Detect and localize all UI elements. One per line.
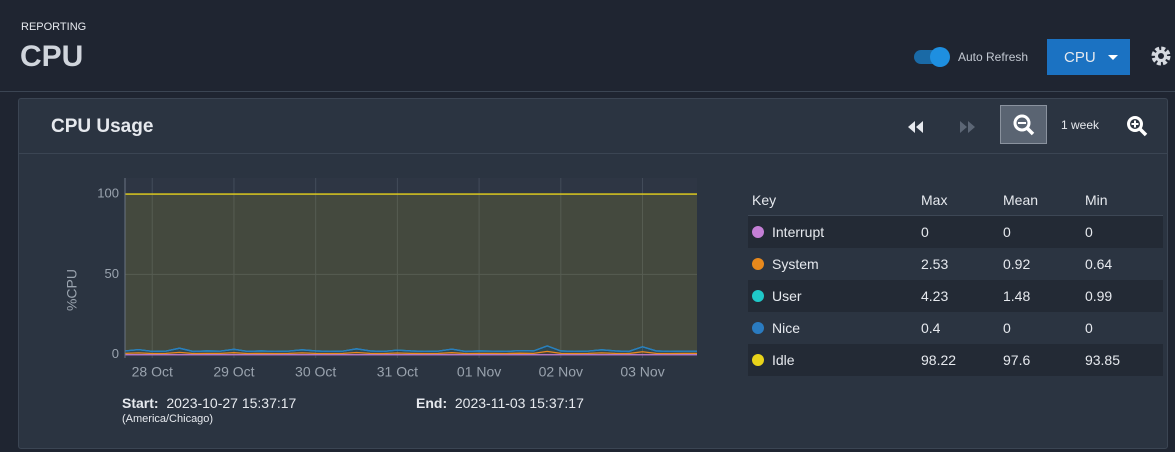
legend-swatch bbox=[752, 290, 764, 302]
rewind-button[interactable] bbox=[906, 119, 926, 135]
stat-cell: 0 bbox=[1084, 320, 1093, 336]
panel-title: CPU Usage bbox=[51, 116, 154, 137]
legend-swatch bbox=[752, 322, 764, 334]
y-axis-label: %CPU bbox=[64, 269, 80, 311]
start-label: Start: bbox=[122, 395, 159, 411]
stat-cell: 0 bbox=[1003, 320, 1011, 336]
stat-cell: 0.64 bbox=[1084, 256, 1113, 272]
timezone: (America/Chicago) bbox=[122, 413, 214, 425]
key-cell: Idle bbox=[748, 344, 917, 376]
forward-button[interactable] bbox=[957, 119, 977, 135]
header-row: Key Max Mean Min bbox=[748, 185, 1163, 216]
table-body: Interrupt 0 0 0 System 2.53 0.92 0.64 User 4.23 1.… bbox=[748, 215, 1163, 376]
area bbox=[125, 194, 697, 352]
stat-cell: 0.4 bbox=[921, 320, 941, 336]
x-tick-label: 30 Oct bbox=[295, 364, 336, 380]
stat-cell: 98.22 bbox=[917, 344, 999, 376]
start-info: Start: 2023-10-27 15:37:17 bbox=[122, 395, 296, 411]
line bbox=[124, 350, 697, 355]
dropdown-arrow bbox=[1108, 55, 1118, 60]
legend-label: System bbox=[772, 256, 819, 272]
y-tick-label: 100 bbox=[97, 186, 119, 201]
plot-background bbox=[125, 178, 697, 358]
legend-swatch bbox=[752, 226, 764, 238]
start-time: 2023-10-27 15:37:17 bbox=[166, 395, 297, 411]
section-label: REPORTING bbox=[21, 21, 87, 33]
stat-cell: 4.23 bbox=[917, 280, 999, 312]
stat-cell: 0.99 bbox=[1080, 280, 1163, 312]
x-tick-label: 02 Nov bbox=[539, 364, 583, 380]
stat-cell: 0 bbox=[999, 215, 1081, 248]
legend-label: Interrupt bbox=[772, 224, 825, 240]
stat-cell: 97.6 bbox=[999, 344, 1081, 376]
end-info: End: 2023-11-03 15:37:17 bbox=[416, 395, 584, 411]
column-header: Key bbox=[748, 185, 917, 216]
column-header: Max bbox=[917, 185, 999, 216]
panel-divider bbox=[19, 153, 1167, 154]
legend-swatch bbox=[752, 354, 764, 366]
end-label: End: bbox=[416, 395, 448, 411]
dropdown-label: CPU bbox=[1064, 49, 1096, 66]
toggle[interactable] bbox=[914, 47, 950, 67]
legend-label: Idle bbox=[772, 352, 795, 368]
x-tick-label: 28 Oct bbox=[132, 364, 173, 380]
table-row: System 2.53 0.92 0.64 bbox=[748, 248, 1163, 280]
page-title: CPU bbox=[20, 40, 84, 73]
stat-cell: 0 bbox=[1080, 215, 1163, 248]
zoom-label: 1 week bbox=[1061, 118, 1100, 132]
x-tick-label: 01 Nov bbox=[457, 364, 501, 380]
x-tick-label: 29 Oct bbox=[213, 364, 254, 380]
stat-cell: 0.92 bbox=[1003, 256, 1031, 272]
line bbox=[124, 345, 697, 353]
stat-cell: 0 bbox=[917, 215, 999, 248]
zoom-out-button[interactable] bbox=[1000, 105, 1047, 144]
stats-table: Key Max Mean Min Interrupt 0 0 0 System 2.53 0.92… bbox=[748, 185, 1163, 376]
key-cell: System bbox=[748, 248, 917, 280]
x-tick-label: 03 Nov bbox=[620, 364, 664, 380]
table-row: User 4.23 1.48 0.99 bbox=[748, 280, 1163, 312]
stat-cell: 93.85 bbox=[1080, 344, 1163, 376]
column-header: Mean bbox=[999, 185, 1081, 216]
zoom-in-button[interactable] bbox=[1125, 114, 1149, 138]
y-tick-label: 0 bbox=[112, 346, 119, 361]
key-cell: Nice bbox=[748, 312, 917, 344]
legend-label: Nice bbox=[772, 320, 801, 336]
table-row: Nice 0.4 0 0 bbox=[748, 312, 1163, 344]
divider bbox=[0, 91, 1175, 92]
dropdown[interactable]: CPU bbox=[1047, 39, 1130, 75]
end-time: 2023-11-03 15:37:17 bbox=[454, 395, 584, 411]
table-row: Idle 98.22 97.6 93.85 bbox=[748, 344, 1163, 376]
chart: %CPU 0 50 100 28 Oct 29 Oct 30 Oct 31 Oct 01 No… bbox=[64, 178, 697, 380]
x-tick-label: 31 Oct bbox=[377, 364, 418, 380]
settings-icon[interactable] bbox=[1150, 45, 1172, 67]
stat-cell: 1.48 bbox=[999, 280, 1081, 312]
y-tick-label: 50 bbox=[105, 266, 119, 281]
key-cell: User bbox=[748, 280, 917, 312]
stat-cell: 2.53 bbox=[921, 256, 949, 272]
legend-label: User bbox=[772, 288, 802, 304]
column-header: Min bbox=[1080, 185, 1163, 216]
toggle-label: Auto Refresh bbox=[958, 50, 1029, 64]
table-row: Interrupt 0 0 0 bbox=[748, 215, 1163, 248]
key-cell: Interrupt bbox=[748, 215, 917, 248]
legend-swatch bbox=[752, 258, 764, 270]
